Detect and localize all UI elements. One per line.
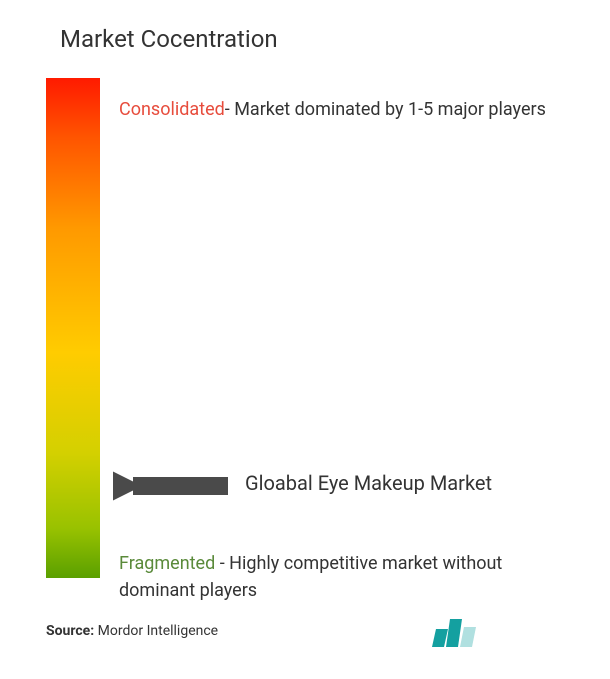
marker-arrow-icon [113, 468, 233, 504]
source-value: Mordor Intelligence [98, 623, 218, 639]
source-label: Source: [46, 623, 94, 639]
consolidated-highlight: Consolidated [119, 99, 225, 120]
mordor-logo-icon [432, 617, 480, 649]
source-line: Source: Mordor Intelligence [46, 623, 218, 639]
consolidated-annotation: Consolidated- Market dominated by 1-5 ma… [119, 96, 570, 123]
fragmented-highlight: Fragmented [119, 553, 215, 574]
consolidated-text: - Market dominated by 1-5 major players [225, 99, 546, 120]
page-title: Market Cocentration [60, 25, 278, 53]
fragmented-annotation: Fragmented - Highly competitive market w… [119, 550, 570, 604]
marker-label: Gloabal Eye Makeup Market [245, 471, 492, 495]
concentration-gradient-bar [46, 78, 100, 578]
